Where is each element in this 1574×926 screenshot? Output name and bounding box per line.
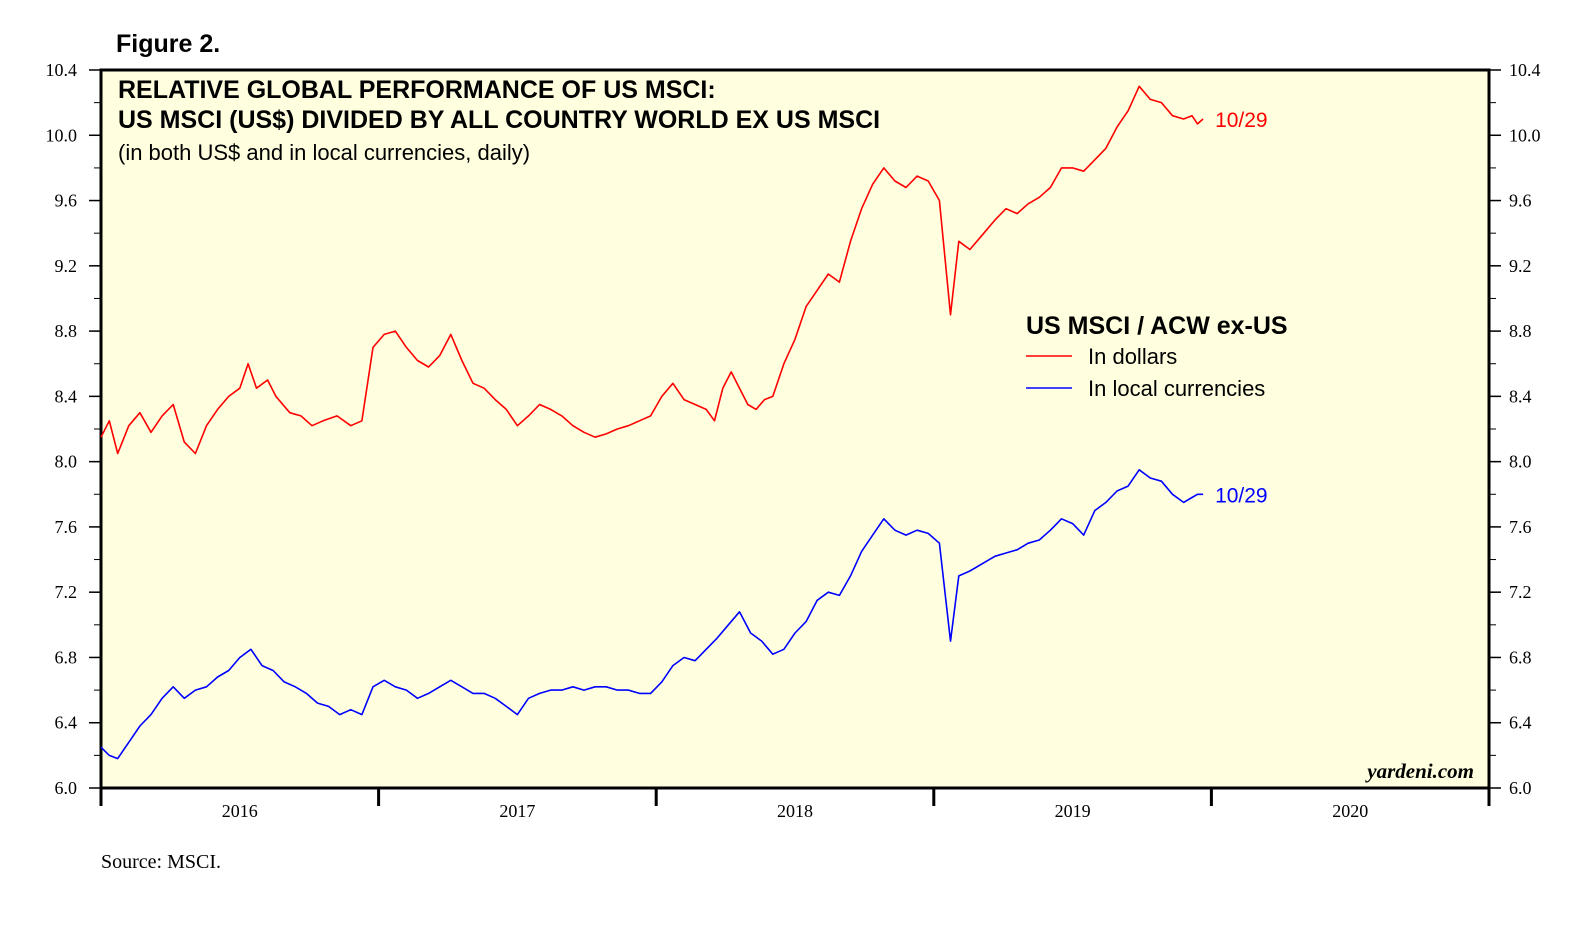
y-tick-label-right: 10.0 xyxy=(1509,125,1541,145)
x-tick-label: 2020 xyxy=(1332,801,1368,821)
y-tick-label-right: 9.2 xyxy=(1509,256,1532,276)
x-tick-label: 2018 xyxy=(777,801,813,821)
y-tick-label-right: 6.4 xyxy=(1509,713,1532,733)
y-tick-label-left: 7.2 xyxy=(55,582,78,602)
chart-subtitle: (in both US$ and in local currencies, da… xyxy=(118,140,530,165)
end-label-dollars: 10/29 xyxy=(1215,109,1268,132)
legend: US MSCI / ACW ex-US In dollars In local … xyxy=(1026,312,1288,401)
y-tick-label-left: 6.4 xyxy=(55,713,78,733)
left-y-axis: 6.0 6.4 6.8 7.2 7.6 8.0 8.4 8.8 9.2 9.6 10.0 10.4 xyxy=(46,60,101,798)
end-label-local: 10/29 xyxy=(1215,484,1268,507)
x-tick-label: 2019 xyxy=(1055,801,1091,821)
x-tick-label: 2016 xyxy=(222,801,258,821)
y-tick-label-right: 7.2 xyxy=(1509,582,1532,602)
x-tick-label: 2017 xyxy=(499,801,535,821)
y-tick-label-left: 8.0 xyxy=(55,452,78,472)
chart-title-line-1: RELATIVE GLOBAL PERFORMANCE OF US MSCI: xyxy=(118,76,716,104)
y-tick-label-left: 9.6 xyxy=(55,191,78,211)
y-tick-label-right: 9.6 xyxy=(1509,191,1532,211)
right-y-axis: 6.0 6.4 6.8 7.2 7.6 8.0 8.4 8.8 9.2 9.6 10.0 10.4 xyxy=(1489,60,1541,798)
y-tick-label-left: 7.6 xyxy=(55,517,78,537)
y-tick-label-right: 7.6 xyxy=(1509,517,1532,537)
y-tick-label-left: 6.0 xyxy=(55,778,78,798)
y-tick-label-right: 8.0 xyxy=(1509,452,1532,472)
x-axis: 2016 2017 2018 2019 2020 xyxy=(99,788,1491,821)
source-note: Source: MSCI. xyxy=(101,851,221,873)
y-tick-label-right: 8.4 xyxy=(1509,386,1532,406)
y-tick-label-left: 8.4 xyxy=(55,386,78,406)
y-tick-label-left: 8.8 xyxy=(55,321,78,341)
series-line-dollars xyxy=(100,85,1204,455)
legend-label-dollars: In dollars xyxy=(1088,344,1177,369)
y-tick-label-right: 8.8 xyxy=(1509,321,1532,341)
y-tick-label-right: 6.0 xyxy=(1509,778,1532,798)
plot-area xyxy=(99,68,1491,790)
y-tick-label-right: 6.8 xyxy=(1509,647,1532,667)
y-tick-label-left: 9.2 xyxy=(55,256,78,276)
legend-title: US MSCI / ACW ex-US xyxy=(1026,312,1288,340)
y-tick-label-right: 10.4 xyxy=(1509,60,1541,80)
watermark: yardeni.com xyxy=(1364,759,1474,783)
y-tick-label-left: 6.8 xyxy=(55,647,78,667)
y-tick-label-left: 10.4 xyxy=(46,60,78,80)
figure-label: Figure 2. xyxy=(116,30,220,58)
series-line-local xyxy=(100,469,1204,760)
series-group: 10/29 10/29 xyxy=(100,85,1268,760)
y-tick-label-left: 10.0 xyxy=(46,125,78,145)
chart-title-line-2: US MSCI (US$) DIVIDED BY ALL COUNTRY WOR… xyxy=(118,106,880,134)
legend-label-local: In local currencies xyxy=(1088,376,1265,401)
